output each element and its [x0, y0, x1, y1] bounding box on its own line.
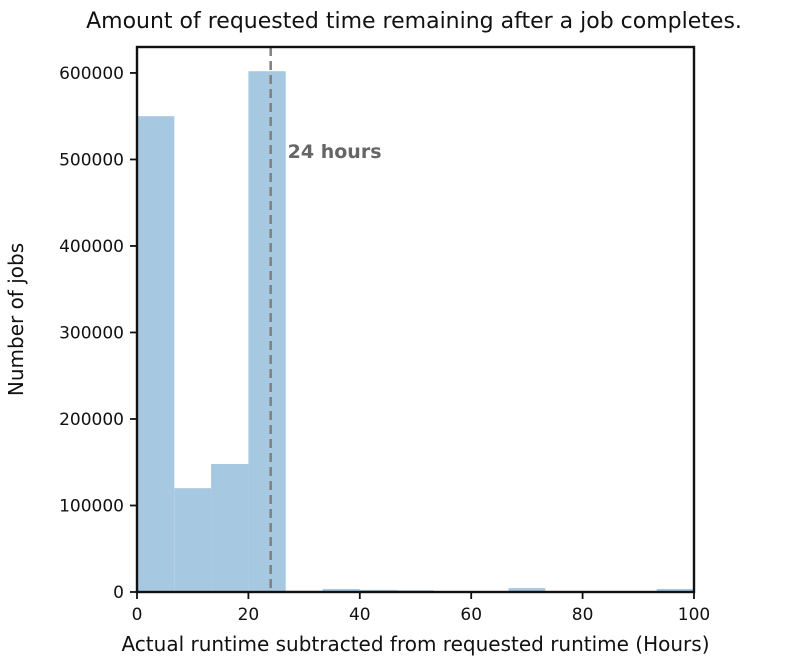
x-axis-label: Actual runtime subtracted from requested… [121, 632, 709, 656]
histogram-bar-2 [211, 463, 249, 592]
y-tick-label: 500000 [59, 150, 124, 170]
y-tick-label: 100000 [59, 496, 124, 516]
y-tick-label: 600000 [59, 64, 124, 84]
histogram-bar-10 [508, 588, 546, 592]
x-tick-label: 20 [238, 605, 260, 625]
histogram-bar-3 [248, 71, 286, 592]
histogram-bar-0 [137, 116, 175, 592]
reference-line-label: 24 hours [288, 141, 382, 163]
x-tick-label: 60 [460, 605, 482, 625]
reference-line-layer: 24 hours [269, 47, 382, 592]
x-tick-label: 0 [132, 605, 143, 625]
y-axis-label: Number of jobs [4, 243, 28, 396]
x-tick-label: 40 [349, 605, 371, 625]
chart-title: Amount of requested time remaining after… [86, 9, 742, 34]
y-tick-label: 300000 [59, 323, 124, 343]
histogram-bar-14 [656, 588, 694, 592]
y-tick-label: 200000 [59, 410, 124, 430]
y-tick-label: 0 [113, 583, 124, 603]
bars-layer [137, 71, 694, 592]
y-tick-label: 400000 [59, 237, 124, 257]
histogram-bar-1 [174, 488, 212, 592]
x-tick-label: 80 [572, 605, 594, 625]
x-tick-label: 100 [678, 605, 710, 625]
plot-frame [135, 45, 696, 594]
histogram-bar-5 [322, 588, 360, 592]
ticks-layer: 0 20 40 60 80 100 0 100000 200000 300000 400000 500… [59, 64, 710, 625]
